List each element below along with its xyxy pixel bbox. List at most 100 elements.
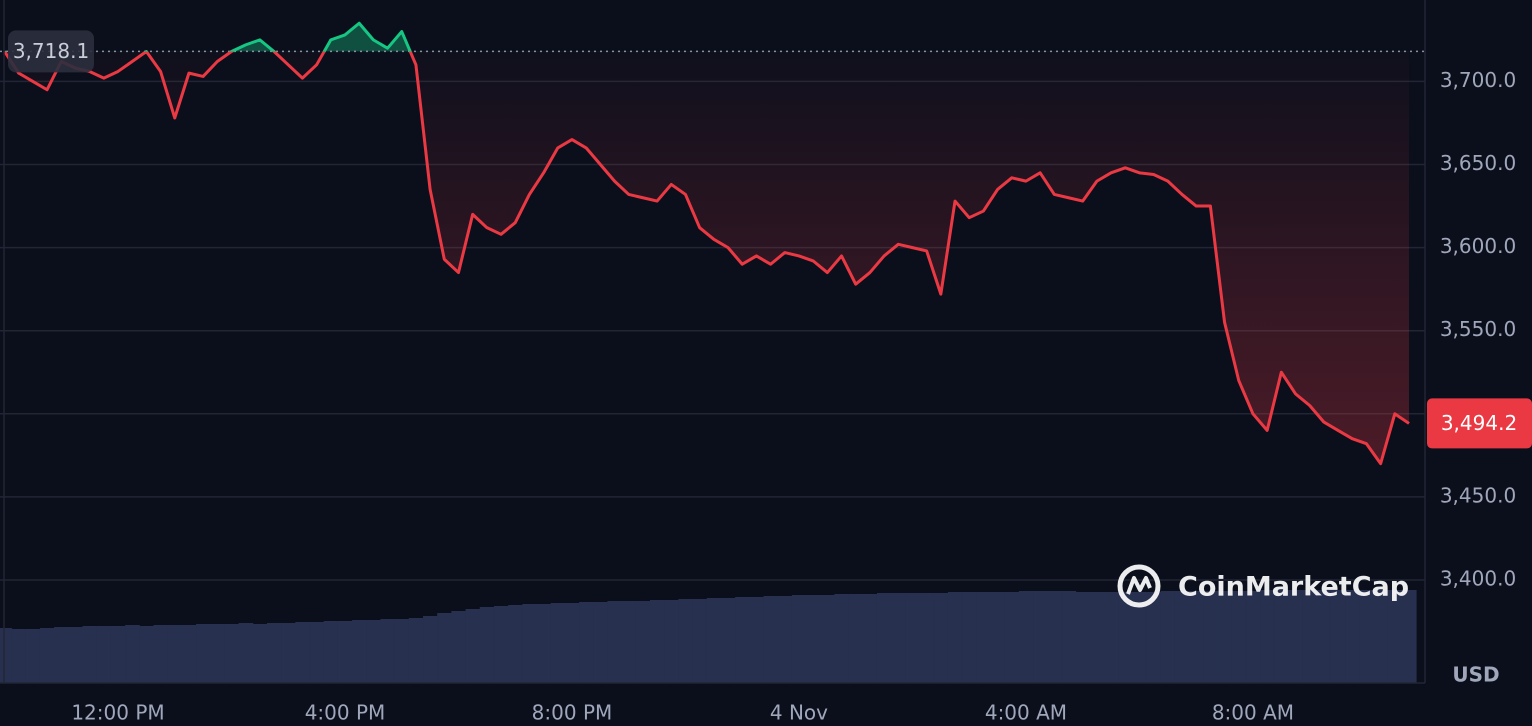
volume-bar <box>1047 591 1062 683</box>
x-tick-label: 12:00 PM <box>71 701 164 725</box>
volume-bar <box>153 625 169 683</box>
volume-bar <box>1401 590 1417 683</box>
volume-bar <box>1075 592 1091 683</box>
volume-bar <box>110 626 126 683</box>
plot-layer <box>0 21 1425 466</box>
volume-bar <box>1359 590 1375 683</box>
volume-bar <box>1387 590 1403 683</box>
volume-bar <box>564 603 580 683</box>
volume-bar <box>266 623 282 683</box>
watermark: CoinMarketCap <box>1117 564 1409 608</box>
watermark-text: CoinMarketCap <box>1178 572 1409 603</box>
volume-bar <box>508 605 523 683</box>
volume-bar <box>1373 590 1389 683</box>
volume-bar <box>1189 591 1204 683</box>
volume-bar <box>735 597 750 683</box>
y-axis-label: USD <box>1452 663 1499 687</box>
volume-bar <box>167 625 183 683</box>
volume-bar <box>11 629 27 683</box>
volume-bar <box>323 621 339 683</box>
volume-bar <box>1245 591 1261 683</box>
volume-bar <box>39 628 55 683</box>
volume-bar <box>692 599 708 683</box>
volume-bar <box>380 619 396 683</box>
volume-bar <box>1118 592 1133 683</box>
volume-bar <box>806 595 821 683</box>
volume-bar <box>990 592 1006 683</box>
volume-bar <box>550 603 566 683</box>
volume-bar <box>820 595 835 683</box>
volume-bar <box>706 598 722 683</box>
volume-bar <box>25 629 41 683</box>
volume-bar <box>919 593 935 683</box>
baseline-label-box <box>8 30 94 73</box>
volume-bar <box>933 593 949 683</box>
volume-bar <box>1345 590 1360 683</box>
volume-bar <box>423 616 438 683</box>
volume-bar <box>479 607 495 683</box>
volume-bar <box>1231 591 1247 683</box>
volume-bar <box>607 601 623 683</box>
volume-bar <box>68 627 84 683</box>
volume-bar <box>1033 591 1048 683</box>
volume-bar <box>96 626 112 683</box>
volume-bar <box>196 624 211 683</box>
volume-bar <box>891 593 906 683</box>
volume-bar <box>522 604 538 683</box>
volume-bar <box>791 595 807 683</box>
volume-bar <box>621 601 637 683</box>
volume-bar <box>309 622 325 683</box>
volume-bar <box>366 620 381 683</box>
baseline-label: 3,718.1 <box>13 39 89 63</box>
volume-bar <box>493 606 509 683</box>
volume-bar <box>82 626 98 683</box>
volume-bar <box>437 613 452 683</box>
volume-bar <box>862 594 878 683</box>
volume-bar <box>281 623 296 683</box>
volume-bar <box>962 592 977 683</box>
volume-bar <box>650 600 665 683</box>
volume-bar <box>579 602 594 683</box>
volume-bar <box>976 592 991 683</box>
volume-bar <box>848 594 864 683</box>
volume-bar <box>720 598 736 683</box>
volume-bar <box>1004 592 1020 683</box>
y-tick-label: 3,650.0 <box>1440 151 1516 175</box>
volume-bar <box>1132 592 1148 683</box>
volume-bar <box>224 624 240 683</box>
volume-bar <box>1274 590 1289 683</box>
volume-bar <box>678 599 694 683</box>
volume-bar <box>139 626 154 683</box>
volume-bar <box>295 622 311 683</box>
volume-bar <box>777 596 793 683</box>
volume-bar <box>635 601 651 683</box>
volume-bar <box>54 627 69 683</box>
volume-bar <box>1316 590 1332 683</box>
volume-bar <box>905 593 921 683</box>
volume-bar <box>1089 592 1105 683</box>
volume-bar <box>408 618 424 683</box>
volume-bar <box>1018 591 1034 683</box>
volume-bar <box>536 604 552 683</box>
x-tick-label: 4:00 PM <box>305 701 386 725</box>
volume-bar <box>0 628 13 683</box>
volume-bar <box>1203 591 1218 683</box>
price-line <box>3 21 1410 466</box>
x-tick-label: 4 Nov <box>770 701 828 725</box>
volume-bar <box>394 619 410 683</box>
volume-bar <box>181 625 197 683</box>
volume-bar <box>1260 590 1275 683</box>
volume-bar <box>125 625 140 683</box>
volume-bar <box>834 594 850 683</box>
volume-bar <box>210 624 225 683</box>
y-tick-label: 3,400.0 <box>1440 566 1516 590</box>
volume-bar <box>1160 591 1176 683</box>
volume-bar <box>1174 591 1190 683</box>
watermark-icon <box>1117 564 1161 608</box>
volume-bar <box>1302 590 1318 683</box>
volume-bar <box>1288 590 1304 683</box>
volume-bar <box>252 624 268 683</box>
volume-bar <box>337 621 353 683</box>
